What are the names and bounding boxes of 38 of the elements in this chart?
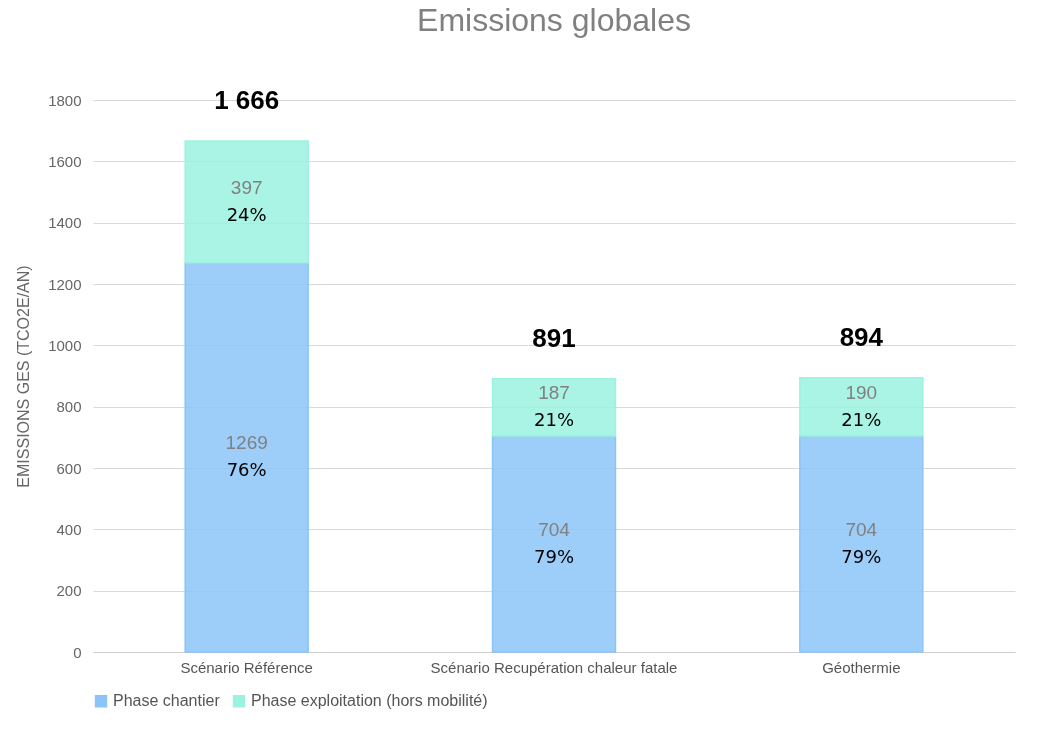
bar bbox=[799, 377, 924, 437]
bar bbox=[184, 140, 309, 264]
data-label: 190 bbox=[845, 381, 878, 403]
y-axis-title: EMISSIONS GES (TCO2E/AN) bbox=[15, 265, 33, 488]
y-tick-label: 400 bbox=[56, 520, 82, 538]
total-label: 891 bbox=[532, 322, 576, 353]
data-label: 704 bbox=[538, 519, 571, 541]
data-label: 187 bbox=[538, 382, 570, 404]
x-tick-label: Scénario Recupération chaleur fatale bbox=[430, 658, 678, 676]
chart-title: Emissions globales bbox=[417, 2, 691, 39]
bar bbox=[184, 262, 309, 653]
y-tick-label: 1800 bbox=[48, 91, 82, 109]
y-tick-label: 600 bbox=[56, 459, 82, 477]
bar bbox=[799, 435, 924, 653]
total-label: 894 bbox=[839, 321, 884, 352]
y-tick-label: 1600 bbox=[48, 152, 82, 170]
y-tick-label: 1400 bbox=[48, 214, 82, 232]
x-tick-label: Scénario Référence bbox=[180, 658, 313, 676]
legend-label: Phase chantier bbox=[113, 692, 221, 710]
bar bbox=[491, 378, 617, 437]
total-label: 1 666 bbox=[214, 85, 280, 116]
annotation: 24% bbox=[226, 203, 267, 225]
y-tick-label: 0 bbox=[73, 643, 82, 661]
annotation: 21% bbox=[533, 409, 575, 431]
y-tick-label: 1200 bbox=[48, 275, 82, 293]
y-tick-label: 200 bbox=[56, 582, 82, 600]
bar bbox=[491, 435, 617, 653]
data-label: 704 bbox=[845, 519, 878, 541]
data-label: 397 bbox=[230, 176, 263, 198]
x-tick-label: Géothermie bbox=[822, 658, 901, 676]
data-label: 1269 bbox=[225, 432, 268, 454]
annotation: 79% bbox=[841, 546, 882, 568]
legend-label: Phase exploitation (hors mobilité) bbox=[251, 692, 488, 710]
annotation: 79% bbox=[533, 546, 575, 568]
y-tick-label: 800 bbox=[56, 398, 82, 416]
annotation: 21% bbox=[841, 408, 882, 430]
annotation: 76% bbox=[226, 459, 267, 481]
y-tick-label: 1000 bbox=[48, 336, 82, 354]
